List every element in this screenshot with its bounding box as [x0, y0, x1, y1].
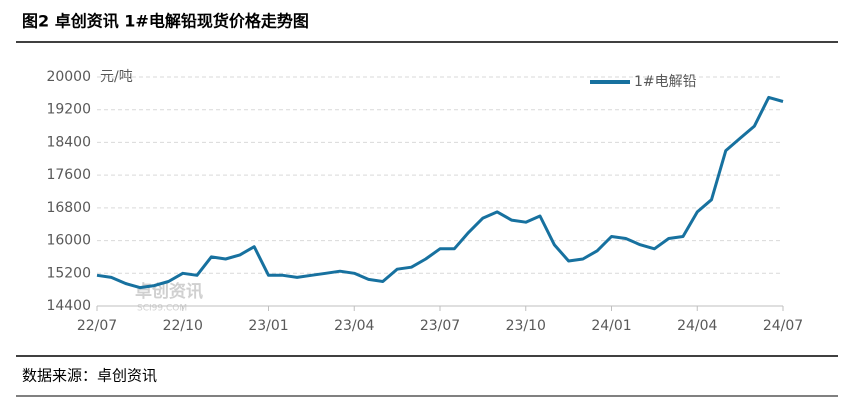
x-tick-label: 24/01 — [591, 318, 631, 334]
y-tick-label: 14400 — [46, 298, 91, 314]
y-tick-label: 15200 — [46, 265, 91, 281]
x-tick-label: 23/01 — [248, 318, 288, 334]
x-tick-label: 23/10 — [506, 318, 546, 334]
source: 数据来源：卓创资讯 — [22, 367, 157, 385]
x-tick-label: 22/10 — [163, 318, 203, 334]
title: 图2 卓创资讯 1#电解铅现货价格走势图 — [22, 12, 309, 31]
y-tick-label: 20000 — [46, 69, 91, 85]
x-tick-label: 22/07 — [77, 318, 117, 334]
x-tick-label: 24/07 — [763, 318, 803, 334]
line — [96, 95, 784, 290]
legend-label: 1#电解铅 — [634, 74, 697, 90]
x-tick-label: 23/04 — [334, 318, 374, 334]
y-tick-label: 18400 — [46, 134, 91, 150]
watermark: 卓创资讯 — [135, 281, 203, 302]
y-tick-label: 16800 — [46, 200, 91, 216]
y-tick-label: 16000 — [46, 233, 91, 249]
y-tick-label: 19200 — [46, 102, 91, 118]
watermark: SCI99.COM — [137, 304, 187, 314]
y-tick-label: 17600 — [46, 167, 91, 183]
x-tick-label: 24/04 — [677, 318, 717, 334]
y-unit: 元/吨 — [100, 69, 133, 85]
x-tick-label: 23/07 — [420, 318, 460, 334]
